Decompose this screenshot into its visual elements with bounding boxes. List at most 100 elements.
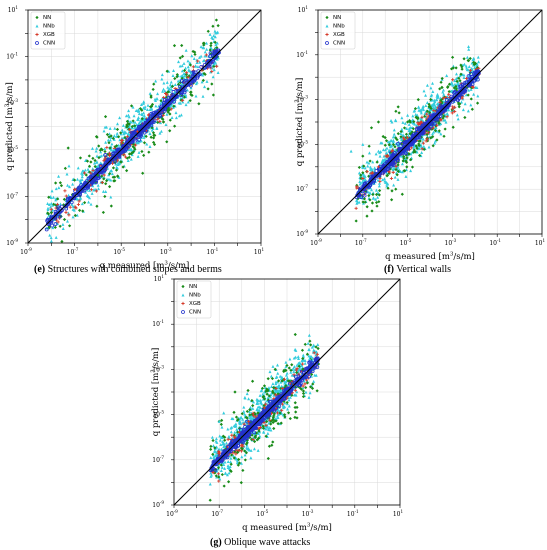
point-nnb: [54, 235, 58, 239]
point-nnb: [292, 393, 296, 397]
y-tick-label: 10-1: [6, 52, 18, 61]
point-nnb: [178, 64, 182, 68]
point-xgb: [264, 402, 268, 406]
point-nnb: [109, 178, 113, 182]
point-nnb: [296, 368, 300, 372]
point-nn: [265, 420, 269, 424]
point-nnb: [284, 380, 288, 384]
point-cnn: [458, 84, 462, 89]
point-nnb: [137, 112, 141, 116]
point-nnb: [435, 129, 439, 133]
point-nnb: [99, 161, 103, 165]
point-nnb: [140, 112, 144, 116]
point-nnb: [90, 146, 94, 150]
point-nnb: [136, 140, 140, 144]
point-nnb: [392, 128, 396, 132]
point-nn: [278, 411, 282, 415]
data-point: [80, 171, 84, 175]
point-nn: [63, 166, 67, 171]
point-nnb: [136, 154, 140, 158]
point-nn: [293, 405, 297, 410]
point-nn: [257, 436, 261, 440]
point-nn: [434, 124, 438, 128]
point-nn: [279, 386, 283, 391]
point-nnb: [396, 165, 400, 169]
point-nn: [201, 41, 206, 45]
point-nnb: [143, 105, 147, 109]
point-nnb: [422, 89, 426, 93]
point-nn: [142, 153, 146, 157]
data-point: [159, 101, 163, 105]
point-nnb: [219, 447, 223, 451]
point-nnb: [303, 361, 307, 365]
series-nn: [361, 98, 432, 158]
point-nnb: [46, 208, 50, 212]
point-nnb: [49, 236, 53, 240]
point-nnb: [456, 117, 460, 121]
point-nnb: [222, 442, 226, 446]
point-nn: [244, 442, 248, 446]
point-nnb: [470, 67, 474, 71]
legend-marker-cnn: [35, 41, 39, 45]
point-nnb: [215, 41, 219, 45]
point-nn: [271, 415, 275, 419]
point-nn: [299, 387, 304, 391]
point-nnb: [120, 128, 124, 132]
point-nn: [151, 87, 155, 92]
point-nn: [229, 462, 233, 466]
point-nn: [297, 364, 301, 368]
point-nnb: [72, 208, 76, 212]
point-nnb: [400, 127, 404, 131]
point-cnn: [214, 52, 219, 57]
point-nnb: [266, 431, 270, 435]
point-nnb: [271, 364, 275, 368]
point-nnb: [179, 113, 183, 117]
point-nn: [305, 381, 310, 385]
point-nnb: [381, 148, 385, 152]
point-nn: [212, 64, 216, 69]
point-nnb: [255, 407, 259, 411]
point-nnb: [186, 65, 190, 69]
point-nnb: [162, 81, 166, 85]
point-nnb: [174, 116, 178, 120]
point-nn: [450, 55, 455, 59]
point-nn: [209, 41, 213, 45]
point-xgb: [64, 194, 68, 198]
point-nnb: [275, 363, 279, 367]
point-xgb: [303, 382, 307, 386]
legend-label-xgb: XGB: [43, 32, 55, 38]
point-nnb: [180, 64, 184, 68]
point-nnb: [159, 121, 163, 125]
point-nnb: [184, 103, 188, 107]
y-axis-label: q predicted [m3/s/m]: [5, 82, 16, 171]
y-tick-label: 101: [298, 5, 309, 14]
point-xgb: [282, 377, 287, 381]
point-nnb: [407, 122, 411, 126]
point-cnn: [75, 191, 79, 196]
point-nn: [377, 193, 381, 197]
point-cnn: [57, 214, 62, 219]
point-cnn: [443, 108, 447, 113]
point-nn: [211, 93, 215, 97]
point-nn: [271, 386, 276, 390]
point-nn: [390, 189, 394, 193]
point-nnb: [286, 407, 290, 411]
point-nn: [115, 144, 119, 148]
point-nnb: [275, 375, 279, 379]
point-nnb: [376, 195, 380, 199]
point-nnb: [94, 160, 98, 164]
data-point: [130, 124, 134, 129]
point-nn: [390, 198, 394, 202]
point-nnb: [208, 482, 212, 486]
point-nnb: [444, 120, 448, 124]
point-nn: [404, 160, 409, 164]
point-nnb: [377, 184, 381, 188]
point-cnn: [149, 123, 154, 128]
point-nnb: [80, 175, 84, 179]
point-nn: [127, 155, 131, 159]
point-nnb: [199, 54, 203, 58]
point-nn: [262, 397, 267, 401]
point-xgb: [77, 199, 81, 203]
point-xgb: [100, 180, 104, 185]
point-nn: [255, 431, 259, 435]
